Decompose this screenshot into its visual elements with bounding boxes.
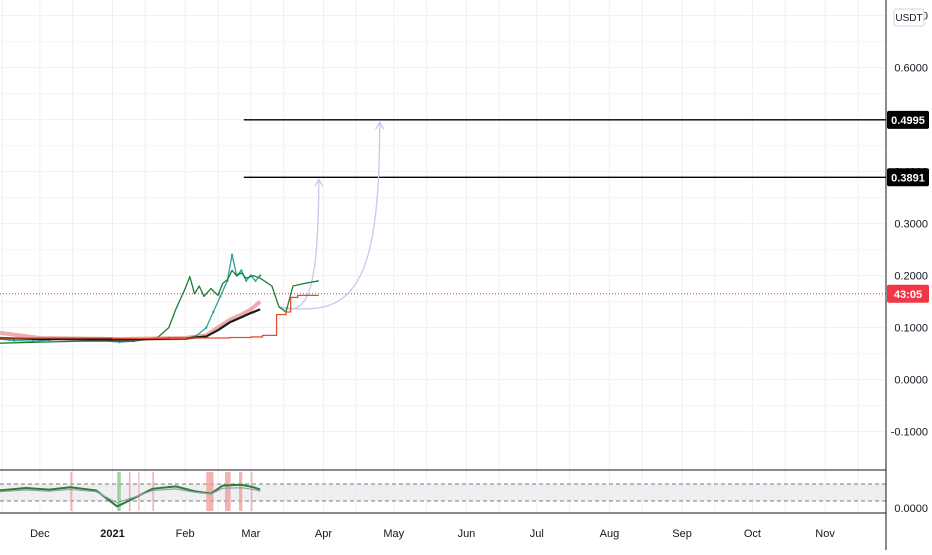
y-tick-label: 0.2000	[894, 271, 928, 283]
price-point	[254, 279, 257, 282]
projection-curves	[278, 120, 385, 310]
y-tick-label: 0.6000	[894, 63, 928, 75]
horizontal-levels	[0, 119, 886, 295]
price-point	[230, 253, 234, 256]
level-price-badge[interactable]	[887, 168, 929, 187]
sub-pane-value-label: 0.0000	[894, 503, 928, 515]
x-tick-label: Aug	[600, 528, 620, 540]
signal-bar	[239, 472, 243, 511]
price-point	[205, 326, 208, 329]
price-point	[12, 339, 16, 342]
current-price-badge[interactable]	[887, 284, 929, 303]
signal-bar	[225, 472, 231, 511]
x-tick-label: Jun	[458, 528, 476, 540]
x-tick-label: Apr	[315, 528, 332, 540]
x-tick-label: Mar	[241, 528, 260, 540]
price-point	[240, 269, 243, 272]
signal-bar	[152, 472, 154, 511]
y-tick-label: 0.1000	[894, 323, 928, 335]
level-price-badge-text: 0.3891	[891, 172, 925, 184]
level-price-badge-text: 0.4995	[891, 115, 925, 127]
price-point	[219, 295, 222, 298]
series-line-ema-ribbon[interactable]	[0, 300, 262, 342]
x-tick-label: Feb	[176, 528, 195, 540]
projection-arrowhead	[314, 178, 324, 187]
x-tick-label: May	[383, 528, 404, 540]
series-lines	[0, 253, 319, 344]
oscillator-signal-line	[0, 487, 261, 504]
x-tick-label: Nov	[815, 528, 835, 540]
time-axis[interactable]: Dec 2021 Feb Mar Apr May Jun Jul Aug Sep Oct Nov	[30, 528, 835, 540]
x-tick-label: Jul	[530, 528, 544, 540]
price-point	[258, 274, 262, 277]
current-price-badge-text: 43:05	[894, 289, 922, 301]
y-tick-label: -0.1000	[891, 427, 928, 439]
price-axis-bg	[886, 0, 932, 550]
currency-label: USDT	[895, 13, 922, 24]
signal-bar	[117, 472, 121, 511]
price-axis[interactable]: 0.70000.60000.50000.40000.30000.20000.10…	[885, 0, 932, 550]
x-tick-label: 2021	[100, 528, 124, 540]
signal-bar	[128, 472, 131, 511]
level-price-badge[interactable]	[887, 110, 929, 129]
grid	[0, 0, 886, 513]
currency-box[interactable]	[893, 8, 925, 27]
indicator-pane	[0, 469, 886, 514]
signal-bar	[138, 472, 140, 511]
series-line-step[interactable]	[0, 294, 319, 340]
signal-bar	[250, 472, 253, 511]
projection-arrowhead	[375, 120, 385, 130]
projection-curve	[278, 179, 320, 310]
signal-bar	[70, 472, 73, 511]
y-tick-label: 0.3000	[894, 219, 928, 231]
price-point	[244, 279, 248, 282]
series-line-indicator[interactable]	[0, 269, 319, 344]
signal-bar	[206, 472, 214, 511]
projection-curve	[278, 122, 381, 310]
x-tick-label: Oct	[744, 528, 761, 540]
price-badges: 0.4995 0.3891 43:05	[887, 110, 929, 303]
x-tick-label: Dec	[30, 528, 50, 540]
series-line-ema-ribbon-dark[interactable]	[0, 308, 261, 341]
oscillator-line[interactable]	[0, 483, 261, 508]
price-point	[212, 310, 215, 314]
x-tick-label: Sep	[672, 528, 692, 540]
y-tick-label: 0.0000	[894, 375, 928, 387]
